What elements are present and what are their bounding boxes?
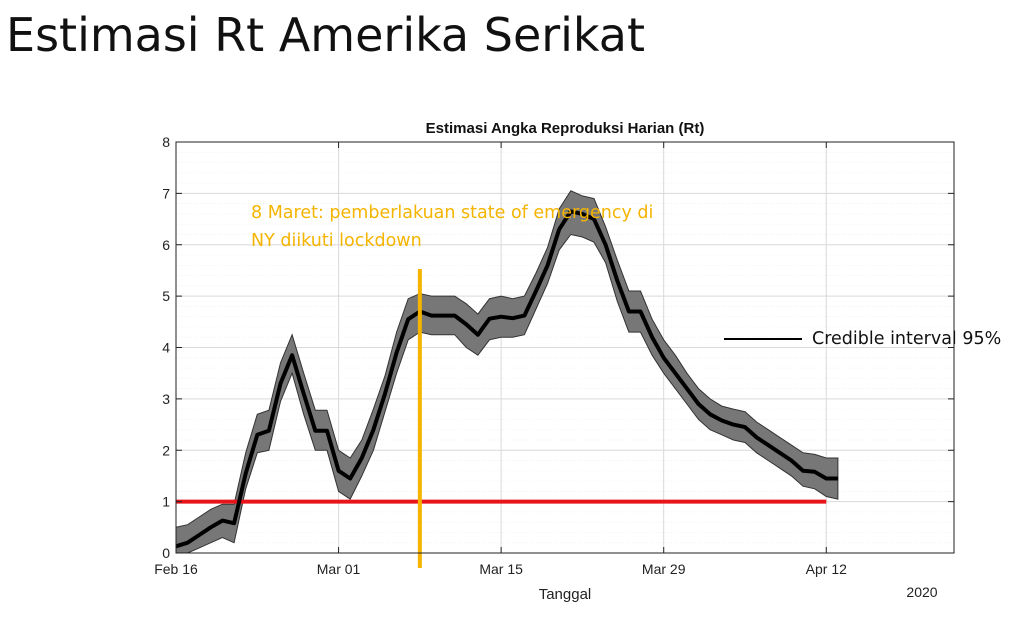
rt-point xyxy=(605,244,607,246)
rt-point xyxy=(535,290,537,292)
y-tick-label: 8 xyxy=(162,134,170,150)
rt-point xyxy=(628,311,630,312)
rt-point xyxy=(698,403,699,405)
rt-point xyxy=(407,318,409,320)
legend: Credible interval 95% xyxy=(724,326,1001,352)
y-tick-label: 3 xyxy=(162,391,170,407)
rt-point xyxy=(593,218,595,220)
x-tick-label: Mar 01 xyxy=(317,561,361,577)
x-tick-label: Mar 29 xyxy=(642,561,686,577)
slide-title: Estimasi Rt Amerika Serikat xyxy=(6,8,645,62)
rt-point xyxy=(512,317,514,319)
y-tick-label: 4 xyxy=(162,340,170,356)
rt-point xyxy=(489,318,490,320)
rt-point xyxy=(570,210,572,212)
rt-point xyxy=(837,478,839,479)
rt-point xyxy=(802,470,804,472)
rt-point xyxy=(825,478,827,479)
rt-point xyxy=(674,372,676,374)
rt-point xyxy=(233,522,235,524)
rt-point xyxy=(291,354,293,356)
rt-point xyxy=(744,426,746,428)
rt-point xyxy=(338,470,340,472)
y-tick-label: 1 xyxy=(162,494,170,510)
legend-label: Credible interval 95% xyxy=(812,329,1002,349)
credible-interval-band xyxy=(175,190,839,554)
rt-point xyxy=(465,323,467,325)
rt-point xyxy=(814,471,816,473)
rt-point xyxy=(384,393,386,395)
x-tick-label: Mar 15 xyxy=(479,561,523,577)
rt-point xyxy=(314,430,316,432)
rt-point xyxy=(581,213,583,215)
legend-swatch xyxy=(724,338,802,340)
y-tick-label: 6 xyxy=(162,237,170,253)
rt-point xyxy=(756,436,758,438)
rt-point xyxy=(303,393,305,395)
event-annotation-line2: NY diikuti lockdown xyxy=(251,231,422,251)
rt-point xyxy=(245,472,247,474)
rt-point xyxy=(268,430,270,432)
rt-point xyxy=(767,444,769,446)
y-tick-label: 0 xyxy=(162,545,170,561)
rt-point xyxy=(477,334,479,336)
rt-point xyxy=(523,315,525,317)
y-tick-label: 5 xyxy=(162,288,170,304)
year-label: 2020 xyxy=(906,584,937,600)
rt-point xyxy=(198,534,200,536)
rt-point xyxy=(396,352,398,354)
rt-point xyxy=(651,336,653,338)
rt-point xyxy=(361,457,363,459)
rt-point xyxy=(187,542,189,544)
rt-point xyxy=(663,357,665,359)
rt-mean-line xyxy=(175,209,838,549)
rt-point xyxy=(779,452,781,454)
chart-title: Estimasi Angka Reproduksi Harian (Rt) xyxy=(426,120,705,137)
credible-band-layer xyxy=(175,190,839,554)
y-tick-label: 2 xyxy=(162,442,170,458)
rt-point xyxy=(372,429,374,431)
rt-point xyxy=(558,228,560,230)
rt-point xyxy=(500,316,502,318)
rt-point xyxy=(686,388,688,390)
rt-point xyxy=(280,383,281,384)
x-tick-label: Apr 12 xyxy=(806,561,847,577)
rt-point xyxy=(431,315,432,317)
x-tick-label: Feb 16 xyxy=(154,561,198,577)
rt-point xyxy=(640,311,641,312)
mean-line-layer xyxy=(175,209,839,549)
rt-point xyxy=(326,430,328,432)
rt-point xyxy=(709,413,711,415)
x-axis-label: Tanggal xyxy=(539,586,592,603)
x-ticks: Feb 16 Mar 01 Mar 15 Mar 29 Apr 12 xyxy=(154,142,847,577)
rt-point xyxy=(349,478,351,479)
rt-point xyxy=(210,526,212,528)
rt-point xyxy=(790,460,792,461)
rt-point xyxy=(221,520,223,522)
rt-point xyxy=(547,264,549,266)
rt-point xyxy=(454,315,456,317)
rt-point xyxy=(256,434,258,436)
rt-point xyxy=(732,424,734,426)
rt-point xyxy=(721,420,723,421)
y-ticks: 0 1 2 3 4 5 6 7 8 xyxy=(162,134,954,561)
event-annotation-line1: 8 Maret: pemberlakuan state of emergency… xyxy=(251,203,654,223)
rt-point xyxy=(442,315,444,317)
rt-point xyxy=(616,280,618,282)
y-tick-label: 7 xyxy=(162,185,170,201)
